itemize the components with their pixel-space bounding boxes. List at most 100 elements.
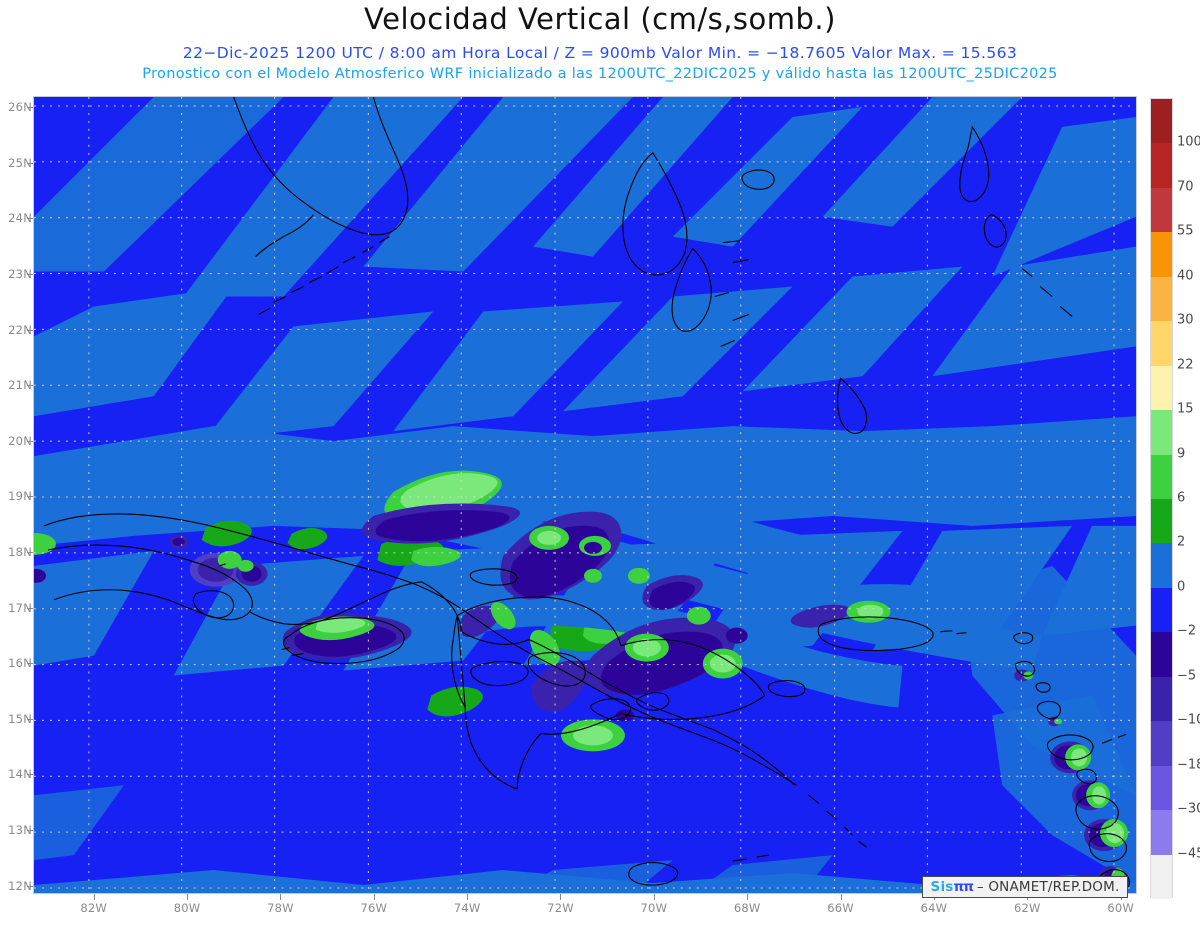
colorbar-band (1151, 587, 1172, 633)
colorbar-tick-label: 22 (1177, 357, 1194, 373)
colorbar-tick-label: −45 (1177, 846, 1200, 862)
lat-tick-mark (27, 329, 33, 331)
colorbar-band (1151, 410, 1172, 456)
lat-tick-label: 17N (8, 600, 32, 615)
lat-tick-mark (27, 552, 33, 553)
colorbar-band (1151, 721, 1172, 767)
colorbar-band (1151, 810, 1172, 856)
lat-tick-mark (27, 440, 33, 442)
colorbar-tick-label: 6 (1177, 490, 1186, 506)
colorbar-tick-label: −5 (1177, 668, 1197, 684)
lat-tick-mark (27, 885, 33, 887)
lon-tick-label: 78W (267, 901, 294, 915)
colorbar-band (1151, 454, 1172, 500)
lon-tick-label: 66W (827, 901, 854, 915)
colorbar-band (1151, 276, 1172, 322)
lon-tick-mark (560, 894, 562, 900)
lat-tick-label: 22N (8, 322, 32, 337)
colorbar-tick-label: −18 (1177, 757, 1200, 773)
lon-tick-mark (280, 894, 282, 900)
lat-tick-mark (27, 663, 33, 665)
coastline-overlay (43, 97, 1130, 893)
lon-tick-label: 62W (1013, 901, 1041, 915)
lon-tick-label: 76W (360, 901, 388, 915)
colorbar-tick-label: 100 (1177, 134, 1200, 150)
lon-tick-label: 74W (453, 901, 481, 915)
colorbar-band (1151, 499, 1172, 544)
lon-tick-mark (187, 894, 189, 900)
logo-pi-symbol: ππ (953, 879, 974, 895)
lat-tick-label: 13N (8, 823, 32, 838)
lat-tick-label: 25N (8, 155, 32, 170)
colorbar-band (1151, 676, 1172, 722)
lon-tick-label: 68W (733, 901, 761, 915)
vertical-velocity-heatmap (34, 97, 1136, 893)
colorbar-band (1151, 321, 1172, 367)
lat-tick-mark (27, 162, 33, 164)
forecast-metadata-line: 22−Dic-2025 1200 UTC / 8:00 am Hora Loca… (182, 44, 1018, 62)
shaded-field (34, 97, 1136, 893)
colorbar-band (1151, 232, 1172, 278)
lat-tick-label: 21N (8, 378, 32, 393)
colorbar[interactable] (1150, 98, 1173, 900)
lon-tick-label: 80W (173, 901, 201, 915)
colorbar-tick-label: −10 (1177, 712, 1200, 728)
colorbar-tick-label: 15 (1177, 401, 1194, 417)
attribution-logo: Sis ππ – ONAMET/REP.DOM. (922, 876, 1128, 898)
lon-tick-mark (840, 894, 842, 900)
lon-tick-mark (93, 894, 95, 900)
lat-tick-label: 26N (8, 100, 32, 115)
lat-tick-label: 24N (8, 211, 32, 226)
lat-tick-mark (27, 107, 33, 109)
colorbar-tick-label: −2 (1177, 623, 1197, 639)
colorbar-band (1151, 143, 1172, 189)
colorbar-tick-label: 30 (1177, 312, 1194, 328)
map-plot-area[interactable] (33, 96, 1137, 894)
lon-tick-label: 70W (640, 901, 668, 915)
lat-tick-mark (27, 718, 33, 720)
colorbar-tick-label: 40 (1177, 268, 1194, 284)
lon-tick-label: 82W (80, 901, 107, 915)
logo-org-text: – ONAMET/REP.DOM. (976, 879, 1120, 895)
lon-tick-mark (653, 894, 655, 900)
lon-tick-label: 72W (547, 901, 574, 915)
lat-tick-label: 20N (8, 433, 32, 448)
lat-tick-label: 18N (8, 545, 32, 559)
lat-tick-label: 23N (8, 266, 32, 281)
lat-tick-mark (27, 830, 33, 832)
colorbar-band (1151, 854, 1172, 900)
lon-tick-mark (747, 894, 749, 900)
colorbar-tick-label: 55 (1177, 223, 1194, 239)
colorbar-band (1151, 365, 1172, 411)
colorbar-tick-label: −30 (1177, 801, 1200, 817)
lat-tick-label: 12N (8, 878, 32, 893)
model-description-line: Pronostico con el Modelo Atmosferico WRF… (142, 66, 1058, 82)
colorbar-tick-label: 9 (1177, 446, 1186, 462)
colorbar-tick-label: 0 (1177, 579, 1186, 595)
colorbar-band (1151, 187, 1172, 233)
colorbar-tick-label: 2 (1177, 534, 1186, 550)
lon-tick-mark (373, 894, 375, 900)
lat-tick-mark (27, 385, 33, 387)
colorbar-band (1151, 765, 1172, 811)
lat-tick-mark (27, 218, 33, 220)
lat-tick-label: 16N (8, 656, 32, 671)
lon-tick-mark (467, 894, 469, 900)
colorbar-tick-label: 70 (1177, 179, 1194, 195)
lat-tick-mark (27, 273, 33, 275)
lat-lon-grid (34, 97, 1136, 893)
lat-tick-mark (27, 774, 33, 776)
colorbar-band (1151, 99, 1172, 144)
lon-tick-label: 60W (1107, 901, 1134, 915)
lat-tick-label: 15N (8, 711, 32, 726)
colorbar-band (1151, 543, 1172, 589)
lon-tick-label: 64W (920, 901, 948, 915)
colorbar-band (1151, 632, 1172, 678)
lat-tick-mark (27, 496, 33, 498)
lat-tick-label: 14N (8, 767, 32, 782)
lat-tick-label: 19N (8, 489, 32, 504)
page-title: Velocidad Vertical (cm/s,somb.) (364, 2, 836, 36)
logo-brand-text: Sis (930, 879, 954, 895)
lat-tick-mark (27, 607, 33, 609)
